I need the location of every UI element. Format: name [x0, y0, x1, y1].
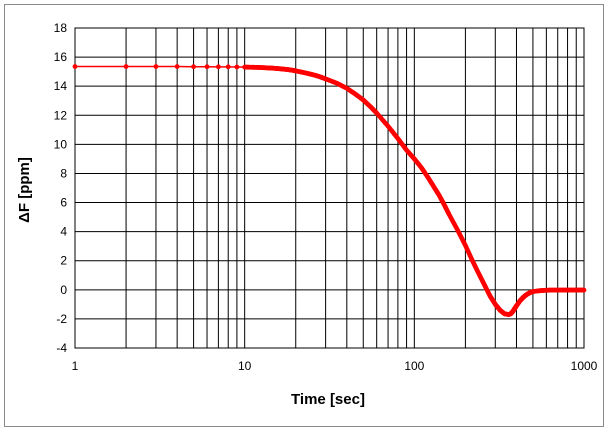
data-point: [204, 64, 210, 70]
x-tick-labels: 1 10 100 1000: [72, 359, 598, 373]
plot-area: [74, 27, 585, 349]
y-tick-label: 10: [54, 137, 68, 151]
y-tick-label: 12: [54, 108, 68, 122]
y-tick-labels: -4 -2 0 2 4 6 8 10 12 14 16 18: [54, 21, 68, 355]
y-tick-label: -4: [56, 341, 67, 355]
y-tick-label: 8: [60, 166, 67, 180]
data-point: [174, 64, 180, 69]
y-tick-label: 18: [54, 21, 68, 35]
data-point: [191, 64, 196, 70]
data-point: [72, 64, 78, 69]
data-point: [581, 287, 587, 293]
x-tick-label: 100: [404, 359, 424, 373]
y-tick-label: 14: [54, 79, 68, 93]
data-point: [123, 64, 129, 69]
data-point: [153, 64, 159, 69]
x-tick-label: 10: [238, 359, 252, 373]
y-tick-label: 16: [54, 50, 68, 64]
y-tick-label: 2: [60, 254, 67, 268]
x-tick-label: 1000: [571, 359, 598, 373]
y-tick-label: 6: [60, 196, 67, 210]
data-point: [234, 64, 240, 70]
y-tick-label: 0: [60, 283, 67, 297]
x-axis-title: Time [sec]: [291, 391, 365, 408]
y-axis-title: ΔF [ppm]: [16, 157, 33, 223]
data-point: [225, 64, 231, 70]
data-point: [215, 64, 221, 70]
y-tick-label: 4: [60, 225, 67, 239]
y-tick-label: -2: [56, 312, 67, 326]
x-tick-label: 1: [72, 359, 79, 373]
grid: [74, 27, 584, 349]
series-line: [75, 65, 584, 316]
series: [72, 64, 587, 317]
